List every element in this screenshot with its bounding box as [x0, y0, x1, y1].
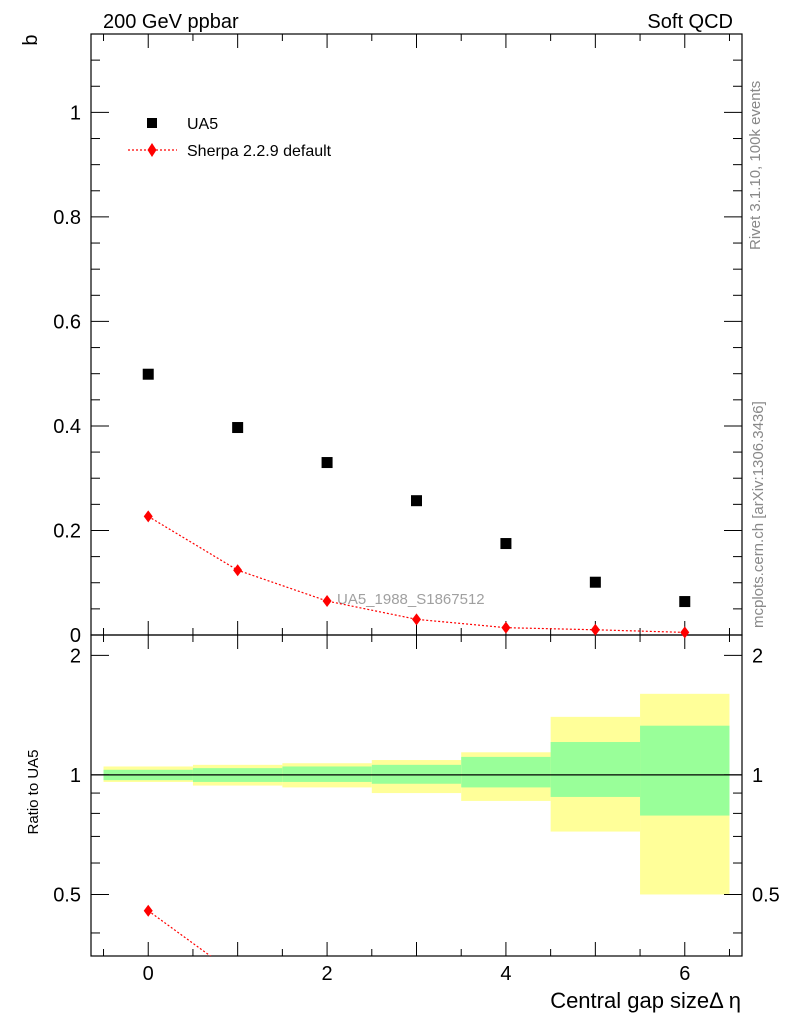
legend-label-sherpa: Sherpa 2.2.9 default: [187, 143, 332, 160]
mcplots-label: mcplots.cern.ch [arXiv:1306.3436]: [750, 401, 767, 628]
x-tick-label: 4: [500, 963, 511, 985]
sherpa-point: [501, 621, 511, 634]
ratio-sherpa: [143, 904, 242, 982]
ua5-point: [411, 495, 422, 507]
ua5-point: [321, 457, 333, 469]
x-tick-label: 6: [679, 963, 690, 985]
sherpa-point: [412, 613, 421, 626]
sherpa-point: [233, 564, 243, 577]
x-tick-label: 0: [143, 963, 154, 985]
ratio-band-inner: [282, 766, 372, 782]
ua5-point: [232, 422, 244, 434]
data-marks: [142, 368, 691, 982]
legend-marker-sherpa: [147, 143, 157, 157]
legend-marker-ua5: [147, 118, 157, 128]
sherpa-point: [680, 626, 690, 639]
ratio-band-inner: [550, 742, 641, 797]
ratio-tick-label-right: 0.5: [752, 884, 780, 906]
sherpa-point: [143, 510, 153, 523]
sherpa-ratio-point: [143, 904, 153, 917]
y-tick-label: 0.2: [53, 520, 81, 542]
legend: UA5 Sherpa 2.2.9 default: [128, 116, 332, 160]
rivet-label: Rivet 3.1.10, 100k events: [747, 81, 764, 250]
y-axis-label: b: [20, 34, 42, 45]
axes: 0 2 4 600.20.40.60.810.5 0.51 12 2: [53, 33, 780, 985]
y-tick-label: 0.6: [53, 311, 81, 333]
y-tick-label: 0.8: [53, 207, 81, 229]
ratio-band-inner: [640, 725, 730, 816]
ratio-y-axis-label: Ratio to UA5: [25, 749, 42, 834]
ratio-bands: [103, 693, 730, 895]
sherpa-point: [322, 595, 332, 608]
ua5-point: [500, 538, 512, 550]
header-left: 200 GeV ppbar: [103, 11, 239, 33]
y-tick-label: 1: [70, 102, 81, 124]
analysis-label: UA5_1988_S1867512: [337, 591, 485, 608]
y-tick-label: 0.4: [53, 416, 81, 438]
ratio-tick-label-right: 2: [752, 645, 763, 667]
sherpa-ratio-line: [147, 910, 212, 956]
sherpa-ratio-point: [233, 970, 242, 982]
ratio-band-inner: [461, 756, 551, 788]
header-right: Soft QCD: [647, 11, 733, 33]
x-tick-label: 2: [322, 963, 333, 985]
ratio-tick-label-left: 1: [70, 765, 81, 787]
y-tick-label: 0: [70, 625, 81, 647]
ratio-tick-label-right: 1: [752, 765, 763, 787]
sherpa-point: [590, 623, 600, 636]
ua5-point: [679, 596, 691, 608]
x-axis-label: Central gap sizeΔ η: [550, 988, 741, 1013]
ratio-tick-label-left: 0.5: [53, 884, 81, 906]
ratio-band-inner: [371, 764, 462, 784]
ua5-point: [142, 368, 154, 380]
ua5-point: [589, 576, 601, 588]
legend-label-ua5: UA5: [187, 116, 218, 133]
ratio-tick-label-left: 2: [70, 645, 81, 667]
